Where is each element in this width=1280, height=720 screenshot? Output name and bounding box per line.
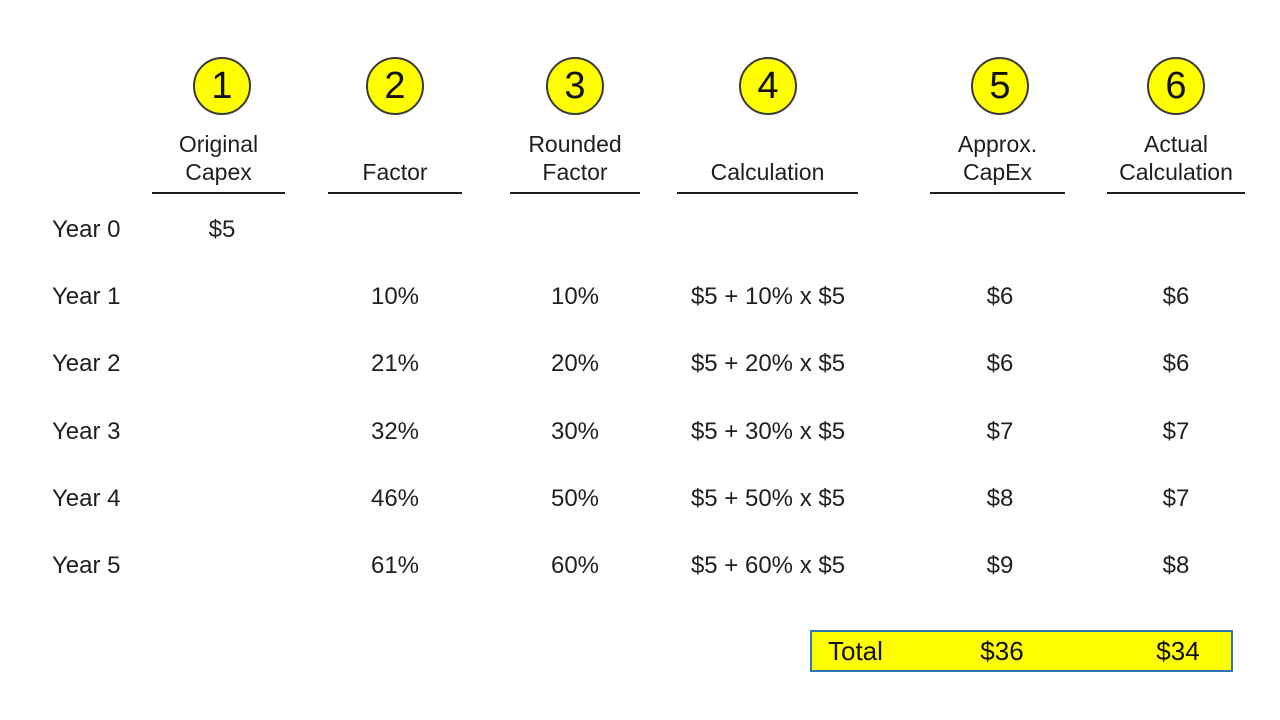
header-line: Calculation: [1119, 159, 1233, 185]
cell-rounded-factor: 60%: [550, 552, 600, 579]
cell-original-capex: [152, 415, 292, 449]
cell-approx-capex: $7: [986, 418, 1014, 445]
cell-approx-capex: $6: [986, 350, 1014, 377]
cell-original-capex: [152, 280, 292, 314]
column-header-factor: Factor: [328, 118, 462, 194]
cell-factor: 32%: [370, 418, 420, 445]
header-line: Approx.: [957, 131, 1038, 157]
cell-rounded-factor: 20%: [550, 350, 600, 377]
column-header-original-capex: Original Capex: [152, 118, 285, 194]
header-line: Rounded: [528, 131, 622, 157]
column-badge-4: 4: [739, 57, 797, 115]
row-label-year-4: Year 4: [52, 485, 121, 512]
cell-actual-calculation: [1106, 213, 1246, 247]
header-line: Factor: [542, 159, 608, 185]
cell-rounded-factor: 50%: [550, 485, 600, 512]
total-bar: Total $36 $34: [810, 630, 1233, 672]
cell-actual-calculation: $6: [1162, 283, 1190, 310]
row-label-year-3: Year 3: [52, 418, 121, 445]
column-header-rounded-factor: Rounded Factor: [510, 118, 640, 194]
cell-approx-capex: $8: [986, 485, 1014, 512]
cell-factor: 61%: [370, 552, 420, 579]
cell-rounded-factor: [505, 213, 645, 247]
total-actual-calculation: $34: [1156, 636, 1200, 666]
cell-calculation: $5 + 30% x $5: [690, 418, 846, 445]
cell-rounded-factor: 30%: [550, 418, 600, 445]
row-label-year-1: Year 1: [52, 283, 121, 310]
cell-calculation: $5 + 20% x $5: [690, 350, 846, 377]
cell-original-capex: [152, 347, 292, 381]
total-label: Total: [828, 636, 883, 666]
column-badge-3: 3: [546, 57, 604, 115]
header-line: Factor: [362, 159, 428, 185]
cell-original-capex: [152, 549, 292, 583]
cell-calculation: $5 + 60% x $5: [690, 552, 846, 579]
column-header-calculation: Calculation: [677, 118, 858, 194]
cell-original-capex: [152, 482, 292, 516]
cell-factor: 10%: [370, 283, 420, 310]
cell-factor: [325, 213, 465, 247]
cell-actual-calculation: $6: [1162, 350, 1190, 377]
column-header-approx-capex: Approx. CapEx: [930, 118, 1065, 194]
cell-actual-calculation: $8: [1162, 552, 1190, 579]
header-line: CapEx: [962, 159, 1033, 185]
cell-factor: 21%: [370, 350, 420, 377]
column-badge-6: 6: [1147, 57, 1205, 115]
column-header-actual-calculation: Actual Calculation: [1107, 118, 1245, 194]
row-label-year-0: Year 0: [52, 216, 121, 243]
row-label-year-2: Year 2: [52, 350, 121, 377]
cell-approx-capex: $9: [986, 552, 1014, 579]
header-line: Calculation: [710, 159, 825, 185]
row-label-year-5: Year 5: [52, 552, 121, 579]
cell-original-capex: $5: [208, 216, 236, 243]
cell-approx-capex: [930, 213, 1070, 247]
header-line: Actual: [1144, 131, 1208, 157]
column-badge-5: 5: [971, 57, 1029, 115]
column-badge-2: 2: [366, 57, 424, 115]
cell-approx-capex: $6: [986, 283, 1014, 310]
header-line: Original: [178, 131, 259, 157]
column-badge-1: 1: [193, 57, 251, 115]
cell-factor: 46%: [370, 485, 420, 512]
cell-actual-calculation: $7: [1162, 418, 1190, 445]
cell-calculation: $5 + 50% x $5: [690, 485, 846, 512]
header-line: Capex: [185, 159, 252, 185]
cell-actual-calculation: $7: [1162, 485, 1190, 512]
total-approx-capex: $36: [980, 636, 1024, 666]
cell-calculation: $5 + 10% x $5: [690, 283, 846, 310]
cell-rounded-factor: 10%: [550, 283, 600, 310]
cell-calculation: [658, 213, 878, 247]
